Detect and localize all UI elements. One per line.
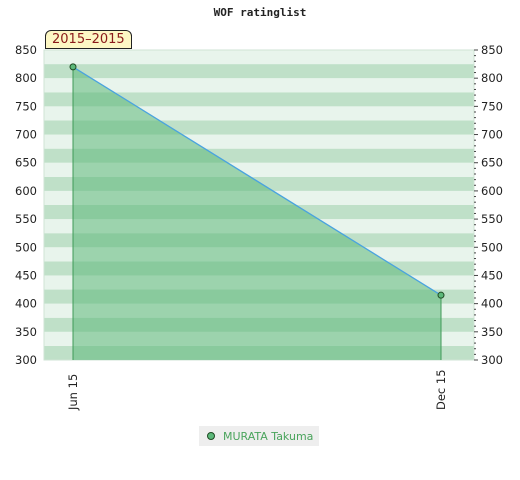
grid-band bbox=[44, 50, 474, 65]
series-area bbox=[73, 66, 441, 360]
x-tick-label: Jun 15 bbox=[66, 374, 80, 411]
y-tick-label-right: 300 bbox=[481, 353, 503, 367]
legend-marker-icon bbox=[207, 432, 215, 440]
data-point[interactable] bbox=[69, 63, 77, 71]
y-tick-label-left: 300 bbox=[15, 353, 37, 367]
chart-title: WOF ratinglist bbox=[213, 6, 307, 19]
y-tick-label-left: 650 bbox=[15, 156, 37, 170]
y-tick-label-right: 500 bbox=[481, 240, 503, 254]
grid-band bbox=[44, 78, 474, 93]
data-markers bbox=[69, 63, 445, 299]
y-tick-label-left: 450 bbox=[15, 268, 37, 282]
y-tick-label-left: 800 bbox=[15, 71, 37, 85]
legend[interactable]: MURATA Takuma bbox=[199, 426, 320, 446]
y-tick-label-right: 350 bbox=[481, 325, 503, 339]
y-tick-label-right: 600 bbox=[481, 184, 503, 198]
y-tick-label-right: 700 bbox=[481, 128, 503, 142]
y-tick-label-right: 750 bbox=[481, 99, 503, 113]
y-tick-label-left: 500 bbox=[15, 240, 37, 254]
y-tick-label-right: 850 bbox=[481, 43, 503, 57]
data-point[interactable] bbox=[437, 291, 445, 299]
legend-label: MURATA Takuma bbox=[223, 429, 314, 443]
y-tick-label-right: 800 bbox=[481, 71, 503, 85]
grid-band bbox=[44, 92, 474, 107]
x-axis: Jun 15 Dec 15 bbox=[66, 369, 448, 411]
y-tick-label-right: 450 bbox=[481, 268, 503, 282]
y-tick-label-left: 700 bbox=[15, 128, 37, 142]
y-tick-label-left: 550 bbox=[15, 212, 37, 226]
y-tick-label-left: 750 bbox=[15, 99, 37, 113]
grid-band bbox=[44, 64, 474, 79]
y-tick-label-left: 350 bbox=[15, 325, 37, 339]
rating-area bbox=[72, 66, 442, 360]
right-y-axis: 300 350 400 450 500 550 600 650 700 750 800 850 bbox=[474, 43, 503, 367]
left-y-axis: 300 350 400 450 500 550 600 650 700 750 800 850 bbox=[15, 43, 37, 367]
x-tick-label: Dec 15 bbox=[434, 369, 448, 410]
series-line bbox=[72, 66, 442, 296]
period-badge: 2015–2015 bbox=[45, 30, 132, 49]
y-tick-label-right: 550 bbox=[481, 212, 503, 226]
y-tick-label-left: 600 bbox=[15, 184, 37, 198]
y-tick-label-left: 400 bbox=[15, 297, 37, 311]
y-tick-label-right: 400 bbox=[481, 297, 503, 311]
y-tick-label-right: 650 bbox=[481, 156, 503, 170]
y-tick-label-left: 850 bbox=[15, 43, 37, 57]
